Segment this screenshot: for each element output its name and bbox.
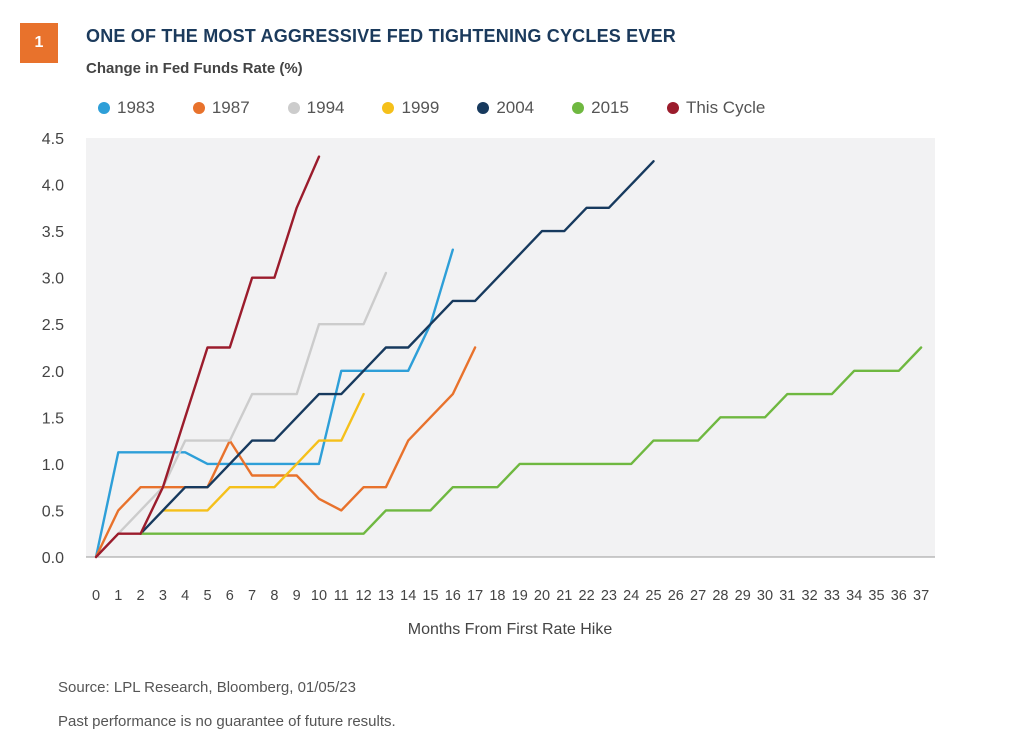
x-tick-label: 23	[601, 588, 617, 604]
x-tick-label: 5	[203, 588, 211, 604]
x-tick-label: 21	[556, 588, 572, 604]
series-line-1983	[94, 248, 454, 559]
y-tick-label: 1.0	[42, 457, 64, 474]
x-tick-label: 34	[846, 588, 862, 604]
legend-item-1983: 1983	[98, 98, 155, 118]
x-tick-label: 3	[159, 588, 167, 604]
figure-number-badge: 1	[20, 23, 58, 63]
x-tick-label: 1	[114, 588, 122, 604]
x-tick-label: 9	[293, 588, 301, 604]
x-tick-label: 7	[248, 588, 256, 604]
legend-label: 2015	[591, 98, 629, 117]
y-tick-label: 0.5	[42, 503, 64, 520]
y-tick-label: 4.5	[42, 131, 64, 148]
x-tick-label: 14	[400, 588, 416, 604]
x-tick-label: 36	[891, 588, 907, 604]
series-line-1999	[161, 392, 365, 512]
legend-label: This Cycle	[685, 98, 766, 117]
y-tick-label: 0.0	[42, 550, 64, 567]
x-tick-label: 33	[824, 588, 840, 604]
x-tick-label: 22	[579, 588, 595, 604]
x-tick-label: 20	[534, 588, 550, 604]
legend-item-2004: 2004	[477, 98, 534, 118]
x-tick-label: 25	[645, 588, 661, 604]
chart-subtitle: Change in Fed Funds Rate (%)	[86, 60, 303, 77]
x-tick-label: 28	[712, 588, 728, 604]
x-tick-label: 17	[467, 588, 483, 604]
x-tick-label: 37	[913, 588, 929, 604]
legend-swatch-icon	[572, 102, 585, 114]
x-tick-label: 8	[270, 588, 278, 604]
legend-label: 1994	[306, 98, 345, 117]
chart-legend: 1983 1987 1994 1999 2004 2015 This Cycle	[98, 98, 803, 118]
x-tick-label: 0	[92, 588, 100, 604]
y-tick-label: 2.5	[42, 317, 64, 334]
x-tick-label: 2	[137, 588, 145, 604]
legend-item-1999: 1999	[382, 98, 439, 118]
series-line-2015	[139, 346, 923, 535]
x-tick-label: 19	[512, 588, 528, 604]
x-tick-label: 32	[802, 588, 818, 604]
y-tick-label: 1.5	[42, 410, 64, 427]
source-note: Source: LPL Research, Bloomberg, 01/05/2…	[58, 679, 356, 696]
legend-label: 1999	[401, 98, 440, 117]
series-line-1994	[94, 271, 388, 559]
x-tick-label: 31	[779, 588, 795, 604]
series-line-this-cycle	[94, 155, 321, 559]
y-tick-label: 3.5	[42, 224, 64, 241]
legend-item-2015: 2015	[572, 98, 629, 118]
legend-label: 1983	[117, 98, 155, 117]
x-tick-label: 6	[226, 588, 234, 604]
x-tick-label: 10	[311, 588, 327, 604]
x-tick-label: 4	[181, 588, 189, 604]
x-tick-label: 15	[422, 588, 438, 604]
y-tick-label: 4.0	[42, 178, 64, 195]
legend-item-1987: 1987	[192, 98, 250, 118]
x-tick-label: 26	[668, 588, 684, 604]
legend-item-this-cycle: This Cycle	[666, 98, 766, 118]
x-tick-label: 29	[735, 588, 751, 604]
y-tick-label: 3.0	[42, 271, 64, 288]
legend-swatch-icon	[382, 102, 395, 114]
legend-swatch-icon	[477, 102, 490, 114]
x-tick-label: 12	[356, 588, 372, 604]
legend-item-1994: 1994	[287, 98, 345, 118]
x-tick-label: 27	[690, 588, 706, 604]
x-tick-label: 16	[445, 588, 461, 604]
legend-label: 2004	[496, 98, 535, 117]
legend-label: 1987	[211, 98, 250, 117]
legend-swatch-icon	[666, 102, 679, 114]
chart-title: ONE OF THE MOST AGGRESSIVE FED TIGHTENIN…	[86, 26, 676, 46]
x-tick-label: 11	[334, 588, 349, 604]
disclaimer-note: Past performance is no guarantee of futu…	[58, 713, 396, 730]
legend-swatch-icon	[192, 102, 205, 114]
x-tick-label: 24	[623, 588, 639, 604]
x-tick-label: 30	[757, 588, 773, 604]
x-tick-label: 18	[489, 588, 505, 604]
legend-swatch-icon	[98, 102, 110, 114]
x-tick-label: 35	[868, 588, 884, 604]
x-tick-label: 13	[378, 588, 394, 604]
x-axis-label: Months From First Rate Hike	[408, 621, 613, 638]
y-tick-label: 2.0	[42, 364, 64, 381]
legend-swatch-icon	[287, 102, 300, 114]
series-line-2004	[139, 160, 655, 535]
